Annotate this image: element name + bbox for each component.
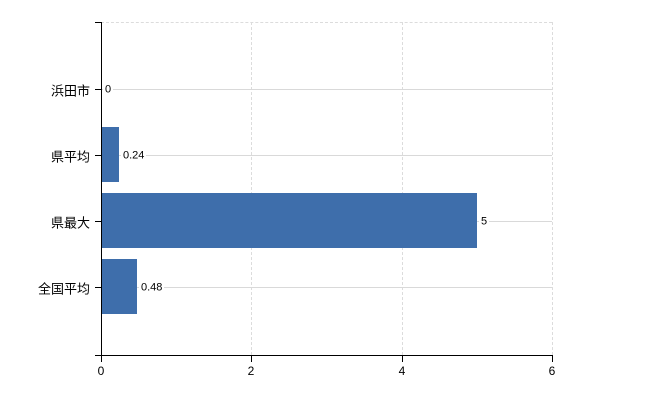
gridline-vertical: [402, 22, 403, 355]
bar-value-label: 0.24: [121, 149, 147, 163]
bar-value-label: 0.48: [139, 281, 165, 295]
category-label: 県平均: [50, 149, 90, 165]
x-axis-line: [95, 355, 553, 356]
y-axis-tick: [95, 22, 101, 23]
x-axis-tick: [402, 355, 403, 362]
gridline-vertical: [251, 22, 252, 355]
category-label: 全国平均: [37, 281, 90, 297]
bar: [102, 193, 477, 248]
bar: [102, 259, 137, 314]
bar-value-label: 5: [479, 215, 490, 229]
x-tick-label: 0: [97, 364, 105, 378]
category-label: 浜田市: [50, 83, 90, 99]
x-axis-tick: [552, 355, 553, 362]
y-axis-tick: [95, 287, 101, 288]
gridline-vertical: [552, 22, 553, 355]
y-axis-tick: [95, 89, 101, 90]
bar: [102, 127, 119, 182]
category-gridline: [101, 155, 552, 156]
x-tick-label: 2: [247, 364, 255, 378]
y-axis-line: [101, 22, 102, 355]
x-tick-label: 4: [398, 364, 406, 378]
y-axis-tick: [95, 221, 101, 222]
x-tick-label: 6: [548, 364, 556, 378]
category-label: 県最大: [50, 215, 90, 231]
bar-value-label: 0: [103, 83, 114, 97]
category-gridline: [101, 89, 552, 90]
x-axis-tick: [251, 355, 252, 362]
y-axis-tick: [95, 155, 101, 156]
x-axis-tick: [101, 355, 102, 362]
plot-top-border: [101, 22, 552, 23]
category-gridline: [101, 287, 552, 288]
